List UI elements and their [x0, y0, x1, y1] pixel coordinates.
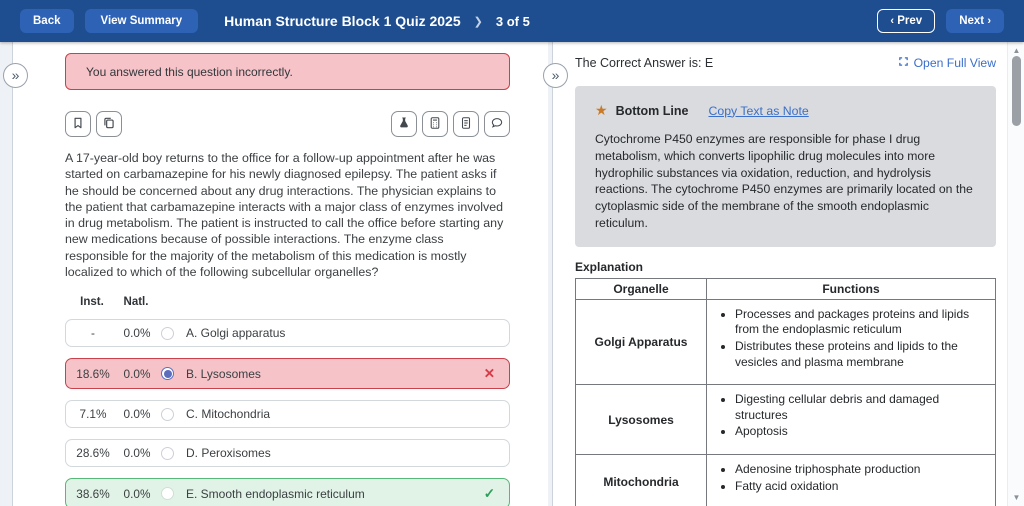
scrollbar-thumb[interactable]: [1012, 56, 1021, 126]
correct-answer-text: The Correct Answer is: E: [575, 56, 714, 70]
incorrect-answer-banner: You answered this question incorrectly.: [65, 53, 510, 90]
organelle-functions-table: Organelle Functions Golgi Apparatus Proce…: [575, 277, 996, 506]
double-chevron-icon: »: [11, 66, 20, 83]
inst-percentage: 7.1%: [79, 407, 107, 422]
next-chevron-icon: ›: [987, 15, 991, 27]
right-scrollbar[interactable]: ▲ ▼: [1007, 42, 1024, 506]
natl-percentage: 0.0%: [123, 366, 151, 381]
choice-label: D. Peroxisomes: [186, 446, 271, 461]
question-toolbar: [65, 111, 510, 137]
table-header-organelle: Organelle: [575, 277, 707, 300]
table-row: MitochondriaAdenosine triphosphate produ…: [575, 453, 996, 506]
notes-button[interactable]: [453, 111, 479, 137]
star-icon: ★: [595, 102, 608, 118]
chat-icon: [490, 116, 504, 133]
answer-choice-d[interactable]: 28.6% 0.0% D. Peroxisomes: [65, 439, 510, 468]
explanation-heading: Explanation: [575, 259, 644, 274]
choice-radio[interactable]: [161, 326, 174, 340]
panel-divider: [548, 42, 553, 506]
question-progress: 3 of 5: [495, 13, 530, 29]
answer-choices: - 0.0% A. Golgi apparatus 18.6% 0.0% B. Lysos…: [65, 319, 510, 506]
left-collapsed-rail: [0, 42, 13, 506]
calculator-icon: [428, 116, 442, 133]
copy-text-as-note-link[interactable]: Copy Text as Note: [708, 103, 809, 118]
inst-percentage: 38.6%: [76, 486, 110, 501]
prev-button[interactable]: ‹ Prev: [877, 9, 936, 33]
inst-header: Inst.: [80, 296, 104, 309]
correct-check-icon: ✓: [483, 485, 495, 501]
view-summary-button[interactable]: View Summary: [84, 9, 199, 33]
function-item: Fatty acid oxidation: [735, 479, 987, 495]
notes-icon: [459, 116, 473, 133]
question-text: A 17-year-old boy returns to the office …: [65, 151, 504, 280]
natl-percentage: 0.0%: [123, 486, 151, 501]
bottom-line-text: Cytochrome P450 enzymes are responsible …: [595, 132, 973, 230]
question-panel: You answered this question incorrectly.: [14, 42, 548, 506]
table-header-functions: Functions: [706, 277, 996, 300]
organelle-cell: Golgi Apparatus: [575, 298, 707, 386]
function-item: Apoptosis: [735, 424, 987, 440]
incorrect-x-icon: ✕: [483, 365, 495, 381]
table-row: Lysosomes Digesting cellular debris and d…: [575, 384, 996, 455]
open-full-view-link[interactable]: Open Full View: [898, 56, 996, 70]
bottom-line-card: ★ Bottom Line Copy Text as Note Cytochro…: [575, 86, 996, 247]
functions-cell: Digesting cellular debris and damaged st…: [706, 384, 996, 455]
feedback-button[interactable]: [484, 111, 510, 137]
explanation-panel: The Correct Answer is: E Open Full View …: [554, 42, 1007, 506]
answer-choice-e[interactable]: 38.6% 0.0% E. Smooth endoplasmic reticulum…: [65, 478, 510, 506]
banner-text: You answered this question incorrectly.: [86, 64, 293, 79]
choice-label: C. Mitochondria: [186, 407, 271, 422]
quiz-title: Human Structure Block 1 Quiz 2025: [224, 13, 461, 29]
function-item: Adenosine triphosphate production: [735, 462, 987, 478]
expand-icon: [898, 56, 909, 70]
answer-choice-c[interactable]: 7.1% 0.0% C. Mitochondria: [65, 400, 510, 429]
natl-header: Natl.: [123, 296, 149, 309]
table-row: Golgi Apparatus Processes and packages pr…: [575, 298, 996, 386]
choice-label: E. Smooth endoplasmic reticulum: [186, 486, 365, 501]
choice-label: B. Lysosomes: [186, 366, 261, 381]
inst-percentage: 18.6%: [76, 366, 110, 381]
inst-percentage: 28.6%: [76, 446, 110, 461]
lab-values-button[interactable]: [391, 111, 417, 137]
choice-radio[interactable]: [161, 407, 174, 421]
function-item: Distributes these proteins and lipids to…: [735, 339, 987, 370]
scroll-down-icon[interactable]: ▼: [1012, 493, 1021, 502]
flask-icon: [397, 116, 411, 133]
stats-headers: Inst. Natl.: [65, 296, 510, 308]
copy-question-button[interactable]: [96, 111, 122, 137]
main-area: » You answered this question incorrectly…: [0, 42, 1024, 506]
organelle-cell: Lysosomes: [575, 384, 707, 455]
copy-icon: [102, 116, 116, 133]
back-button[interactable]: Back: [20, 9, 74, 33]
answer-choice-b[interactable]: 18.6% 0.0% B. Lysosomes ✕: [65, 358, 510, 390]
function-item: Processes and packages proteins and lipi…: [735, 307, 987, 338]
natl-percentage: 0.0%: [123, 407, 151, 422]
expand-right-panel-button[interactable]: »: [543, 63, 568, 88]
choice-radio[interactable]: [161, 367, 174, 381]
header-bar: Back View Summary Human Structure Block …: [0, 0, 1024, 42]
breadcrumb-chevron-icon: ❯: [473, 15, 483, 28]
natl-percentage: 0.0%: [123, 446, 151, 461]
choice-label: A. Golgi apparatus: [186, 326, 286, 341]
functions-cell: Adenosine triphosphate productionFatty a…: [706, 453, 996, 506]
choice-radio[interactable]: [161, 487, 174, 501]
answer-choice-a[interactable]: - 0.0% A. Golgi apparatus: [65, 319, 510, 348]
natl-percentage: 0.0%: [123, 326, 151, 341]
bookmark-icon: [71, 116, 85, 133]
organelle-cell: Mitochondria: [575, 453, 707, 506]
calculator-button[interactable]: [422, 111, 448, 137]
expand-left-sidebar-button[interactable]: »: [3, 63, 28, 88]
functions-cell: Processes and packages proteins and lipi…: [706, 298, 996, 386]
double-chevron-icon: »: [551, 66, 560, 83]
next-button[interactable]: Next ›: [946, 9, 1004, 33]
choice-radio[interactable]: [161, 446, 174, 460]
prev-chevron-icon: ‹: [890, 15, 895, 27]
inst-percentage: -: [91, 326, 95, 341]
scroll-up-icon[interactable]: ▲: [1012, 46, 1021, 55]
bookmark-button[interactable]: [65, 111, 91, 137]
bottom-line-title: Bottom Line: [615, 103, 689, 118]
function-item: Digesting cellular debris and damaged st…: [735, 392, 987, 423]
